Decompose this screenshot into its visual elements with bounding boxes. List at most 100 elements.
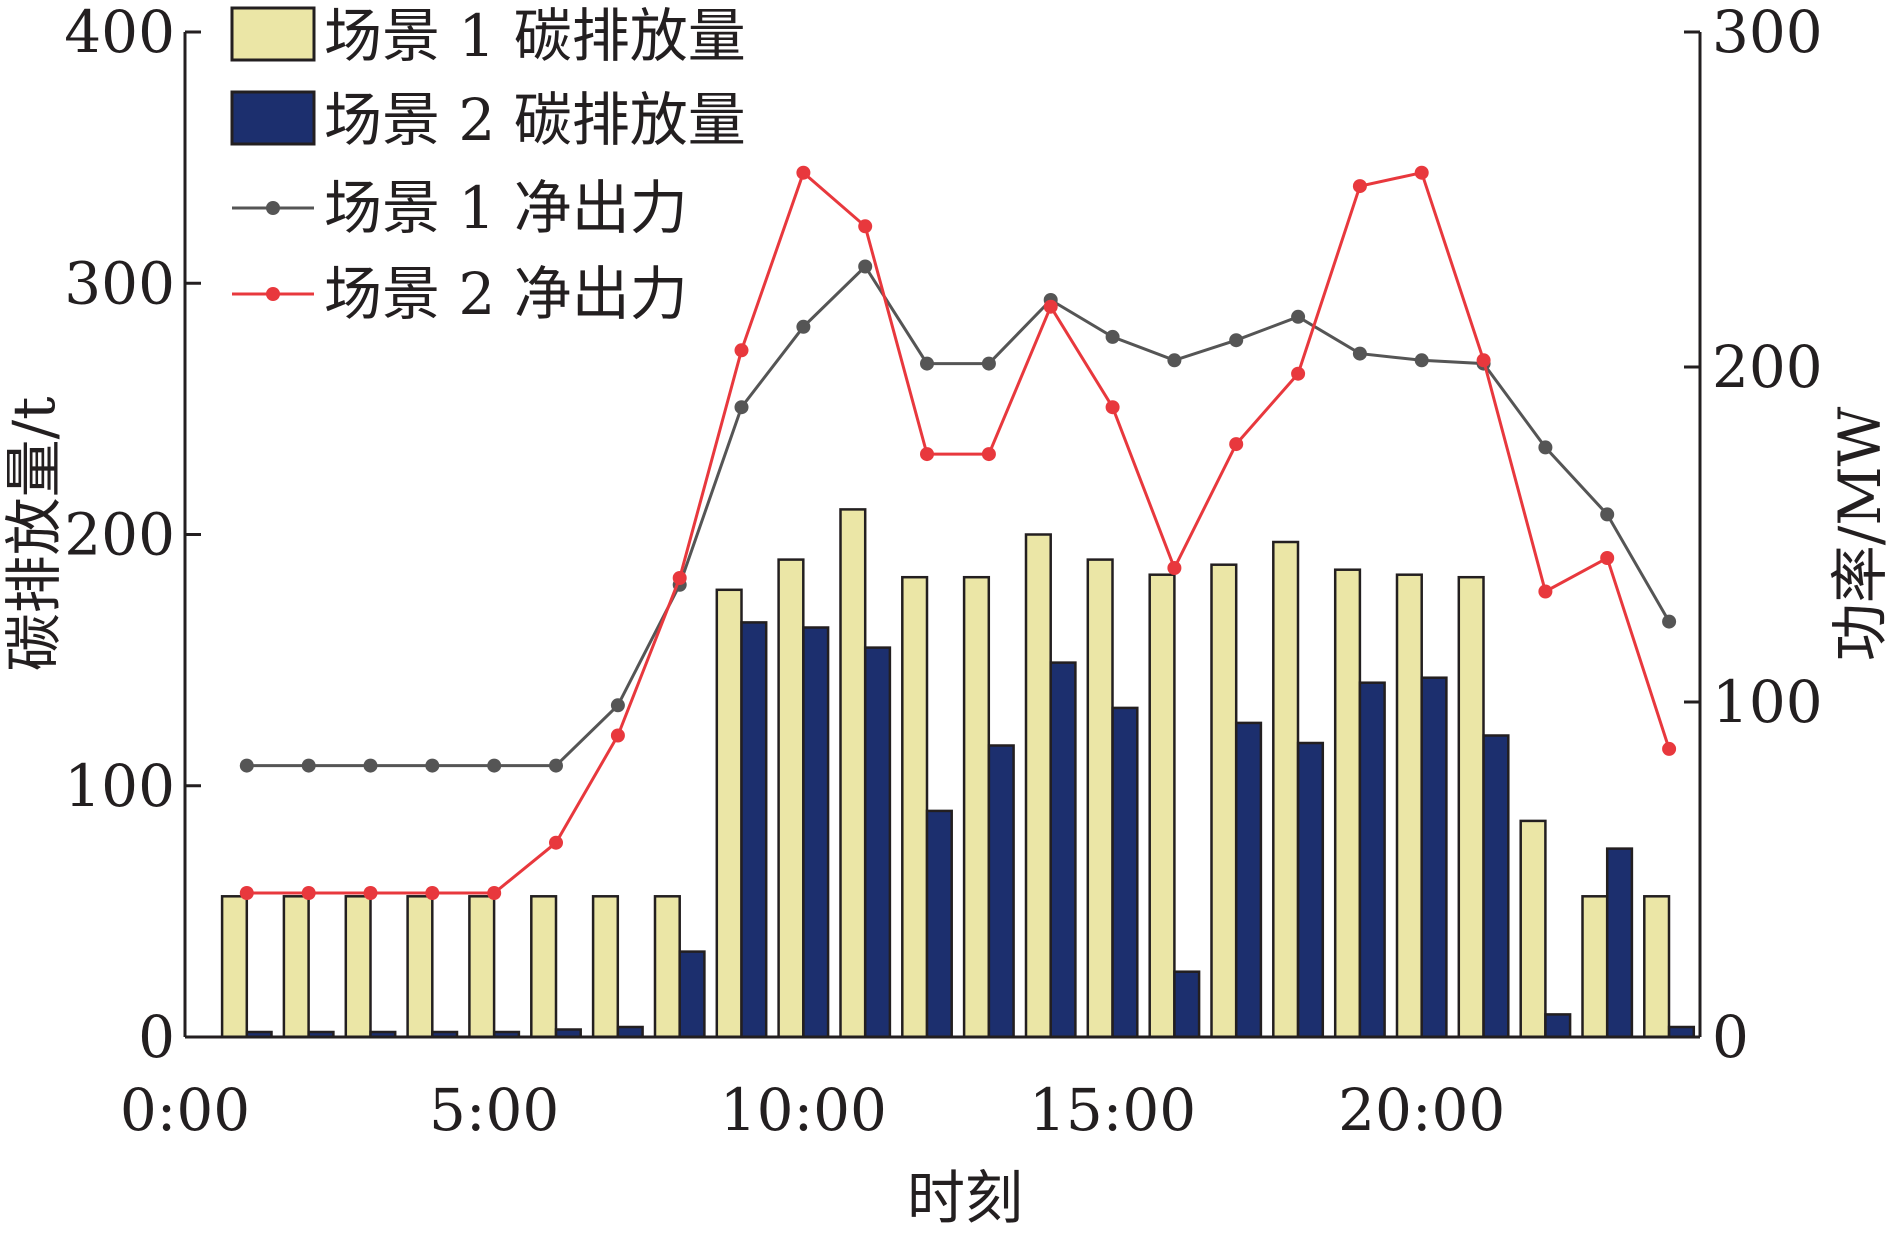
bar-series-1-hour-20 (1395, 573, 1423, 1039)
line-series-2-point-hour-19 (1352, 179, 1367, 194)
legend-item-line-1: 场景 1 净出力 (232, 174, 688, 242)
bar-series-2-hour-22 (1544, 1013, 1572, 1039)
bar-series-1-hour-19 (1333, 568, 1362, 1039)
legend-label-bar-2: 场景 2 碳排放量 (324, 86, 746, 154)
bar-series-2-hour-10 (802, 626, 830, 1039)
line-series-1-point-hour-1 (239, 758, 254, 773)
bar-series-1-hour-5 (468, 895, 496, 1039)
bar-series-2-hour-11 (863, 646, 892, 1039)
right-ticks: 0 100 200 300 (1684, 0, 1823, 1071)
bar-series-1-hour-16 (1148, 573, 1176, 1039)
x-axis-title: 时刻 (907, 1164, 1023, 1232)
line-series-2-point-hour-23 (1600, 551, 1615, 565)
bar-series-1-hour-9 (715, 588, 743, 1039)
legend-item-bar-2: 场景 2 碳排放量 (230, 86, 746, 154)
bar-series-1-hour-4 (406, 895, 434, 1039)
line-series-2-point-hour-10 (796, 165, 811, 180)
bar-series-2-hour-13 (987, 744, 1015, 1039)
legend-item-line-2: 场景 2 净出力 (232, 260, 688, 328)
bar-series-2-hour-20 (1420, 676, 1448, 1039)
left-tick-label: 0 (138, 1003, 175, 1071)
line-series-2-point-hour-6 (549, 835, 563, 850)
line-series-2-point-hour-3 (363, 886, 378, 900)
left-tick-label: 300 (64, 249, 175, 317)
line-series-2-point-hour-4 (425, 886, 440, 900)
line-series-2-point-hour-15 (1105, 400, 1120, 415)
line-series-1-point-hour-23 (1600, 507, 1615, 522)
line-series-1-point-hour-11 (858, 259, 873, 274)
lines-layer (239, 165, 1677, 900)
x-tick-label: 20:00 (1338, 1076, 1505, 1144)
legend-label-line-2: 场景 2 净出力 (324, 260, 688, 328)
right-tick-label: 200 (1712, 333, 1823, 401)
bar-series-2-hour-18 (1296, 741, 1325, 1039)
legend-label-line-1: 场景 1 净出力 (324, 174, 688, 242)
x-ticks: 0:00 5:00 10:00 15:00 20:00 (120, 1076, 1505, 1144)
line-series-2-point-hour-21 (1476, 353, 1491, 368)
right-tick-label: 300 (1712, 0, 1823, 66)
line-series-1-point-hour-13 (981, 356, 996, 371)
bars-layer (220, 508, 1696, 1039)
line-series-2 (246, 170, 1671, 895)
bar-series-2-hour-21 (1482, 734, 1510, 1039)
line-series-2-point-hour-20 (1414, 165, 1429, 180)
legend-marker-line-1 (266, 201, 280, 215)
line-series-2-point-hour-24 (1662, 741, 1677, 756)
legend-item-bar-1: 场景 1 碳排放量 (230, 2, 746, 70)
line-series-2-point-hour-2 (301, 886, 316, 900)
bar-series-1-hour-11 (839, 508, 867, 1039)
left-tick-label: 400 (64, 0, 175, 66)
bar-series-1-hour-24 (1643, 895, 1671, 1039)
bar-series-1-hour-3 (344, 895, 372, 1039)
line-series-1-point-hour-18 (1291, 309, 1306, 324)
bar-series-2-hour-16 (1173, 970, 1201, 1039)
left-tick-label: 200 (64, 501, 175, 569)
bar-series-2-hour-23 (1605, 847, 1634, 1039)
line-series-1-point-hour-19 (1352, 346, 1367, 361)
line-series-2-point-hour-12 (920, 447, 934, 462)
line-series-1-point-hour-17 (1229, 333, 1244, 348)
line-series-1-point-hour-15 (1105, 329, 1120, 344)
line-series-1-point-hour-4 (425, 758, 440, 773)
legend-swatch-bar-2 (230, 90, 316, 146)
bar-series-2-hour-12 (925, 809, 953, 1039)
x-tick-label: 5:00 (429, 1076, 559, 1144)
bar-series-1-hour-21 (1457, 575, 1485, 1039)
line-series-2-point-hour-11 (858, 219, 873, 234)
line-series-2-point-hour-18 (1291, 366, 1306, 381)
x-tick-label: 0:00 (120, 1076, 250, 1144)
bar-series-1-hour-2 (282, 895, 310, 1039)
line-series-2-point-hour-17 (1229, 437, 1244, 452)
line-series-2-point-hour-7 (610, 728, 625, 743)
line-series-2-point-hour-1 (239, 886, 254, 900)
bar-series-1-hour-17 (1210, 563, 1238, 1039)
bar-series-1-hour-18 (1272, 540, 1300, 1039)
line-series-1-point-hour-9 (734, 400, 749, 415)
line-series-1-point-hour-5 (487, 758, 502, 773)
bar-series-1-hour-1 (220, 895, 249, 1039)
bar-series-1-hour-12 (901, 575, 929, 1039)
bar-series-1-hour-14 (1024, 533, 1052, 1039)
line-series-1-point-hour-2 (301, 758, 316, 773)
line-series-1 (246, 264, 1671, 768)
right-tick-label: 0 (1712, 1003, 1749, 1071)
legend-label-bar-1: 场景 1 碳排放量 (324, 2, 746, 70)
bar-series-1-hour-6 (530, 895, 558, 1039)
bar-series-1-hour-8 (653, 895, 681, 1039)
right-axis-title: 功率/MW (1826, 406, 1894, 661)
bar-series-2-hour-15 (1111, 706, 1139, 1039)
bar-series-2-hour-19 (1358, 681, 1386, 1039)
line-series-2-point-hour-13 (981, 447, 996, 462)
line-series-2-point-hour-22 (1538, 584, 1553, 599)
left-tick-label: 100 (64, 752, 175, 820)
bar-series-1-hour-10 (777, 558, 805, 1039)
right-tick-label: 100 (1712, 668, 1823, 736)
bar-series-2-hour-17 (1234, 721, 1263, 1039)
bar-series-1-hour-22 (1519, 819, 1547, 1039)
legend: 场景 1 碳排放量 场景 2 碳排放量 场景 1 净出力 场景 2 净出力 (230, 2, 746, 328)
line-series-2-point-hour-9 (734, 343, 749, 358)
bar-series-1-hour-23 (1581, 895, 1609, 1039)
line-series-1-point-hour-12 (920, 356, 934, 371)
line-series-1-point-hour-22 (1538, 440, 1553, 455)
